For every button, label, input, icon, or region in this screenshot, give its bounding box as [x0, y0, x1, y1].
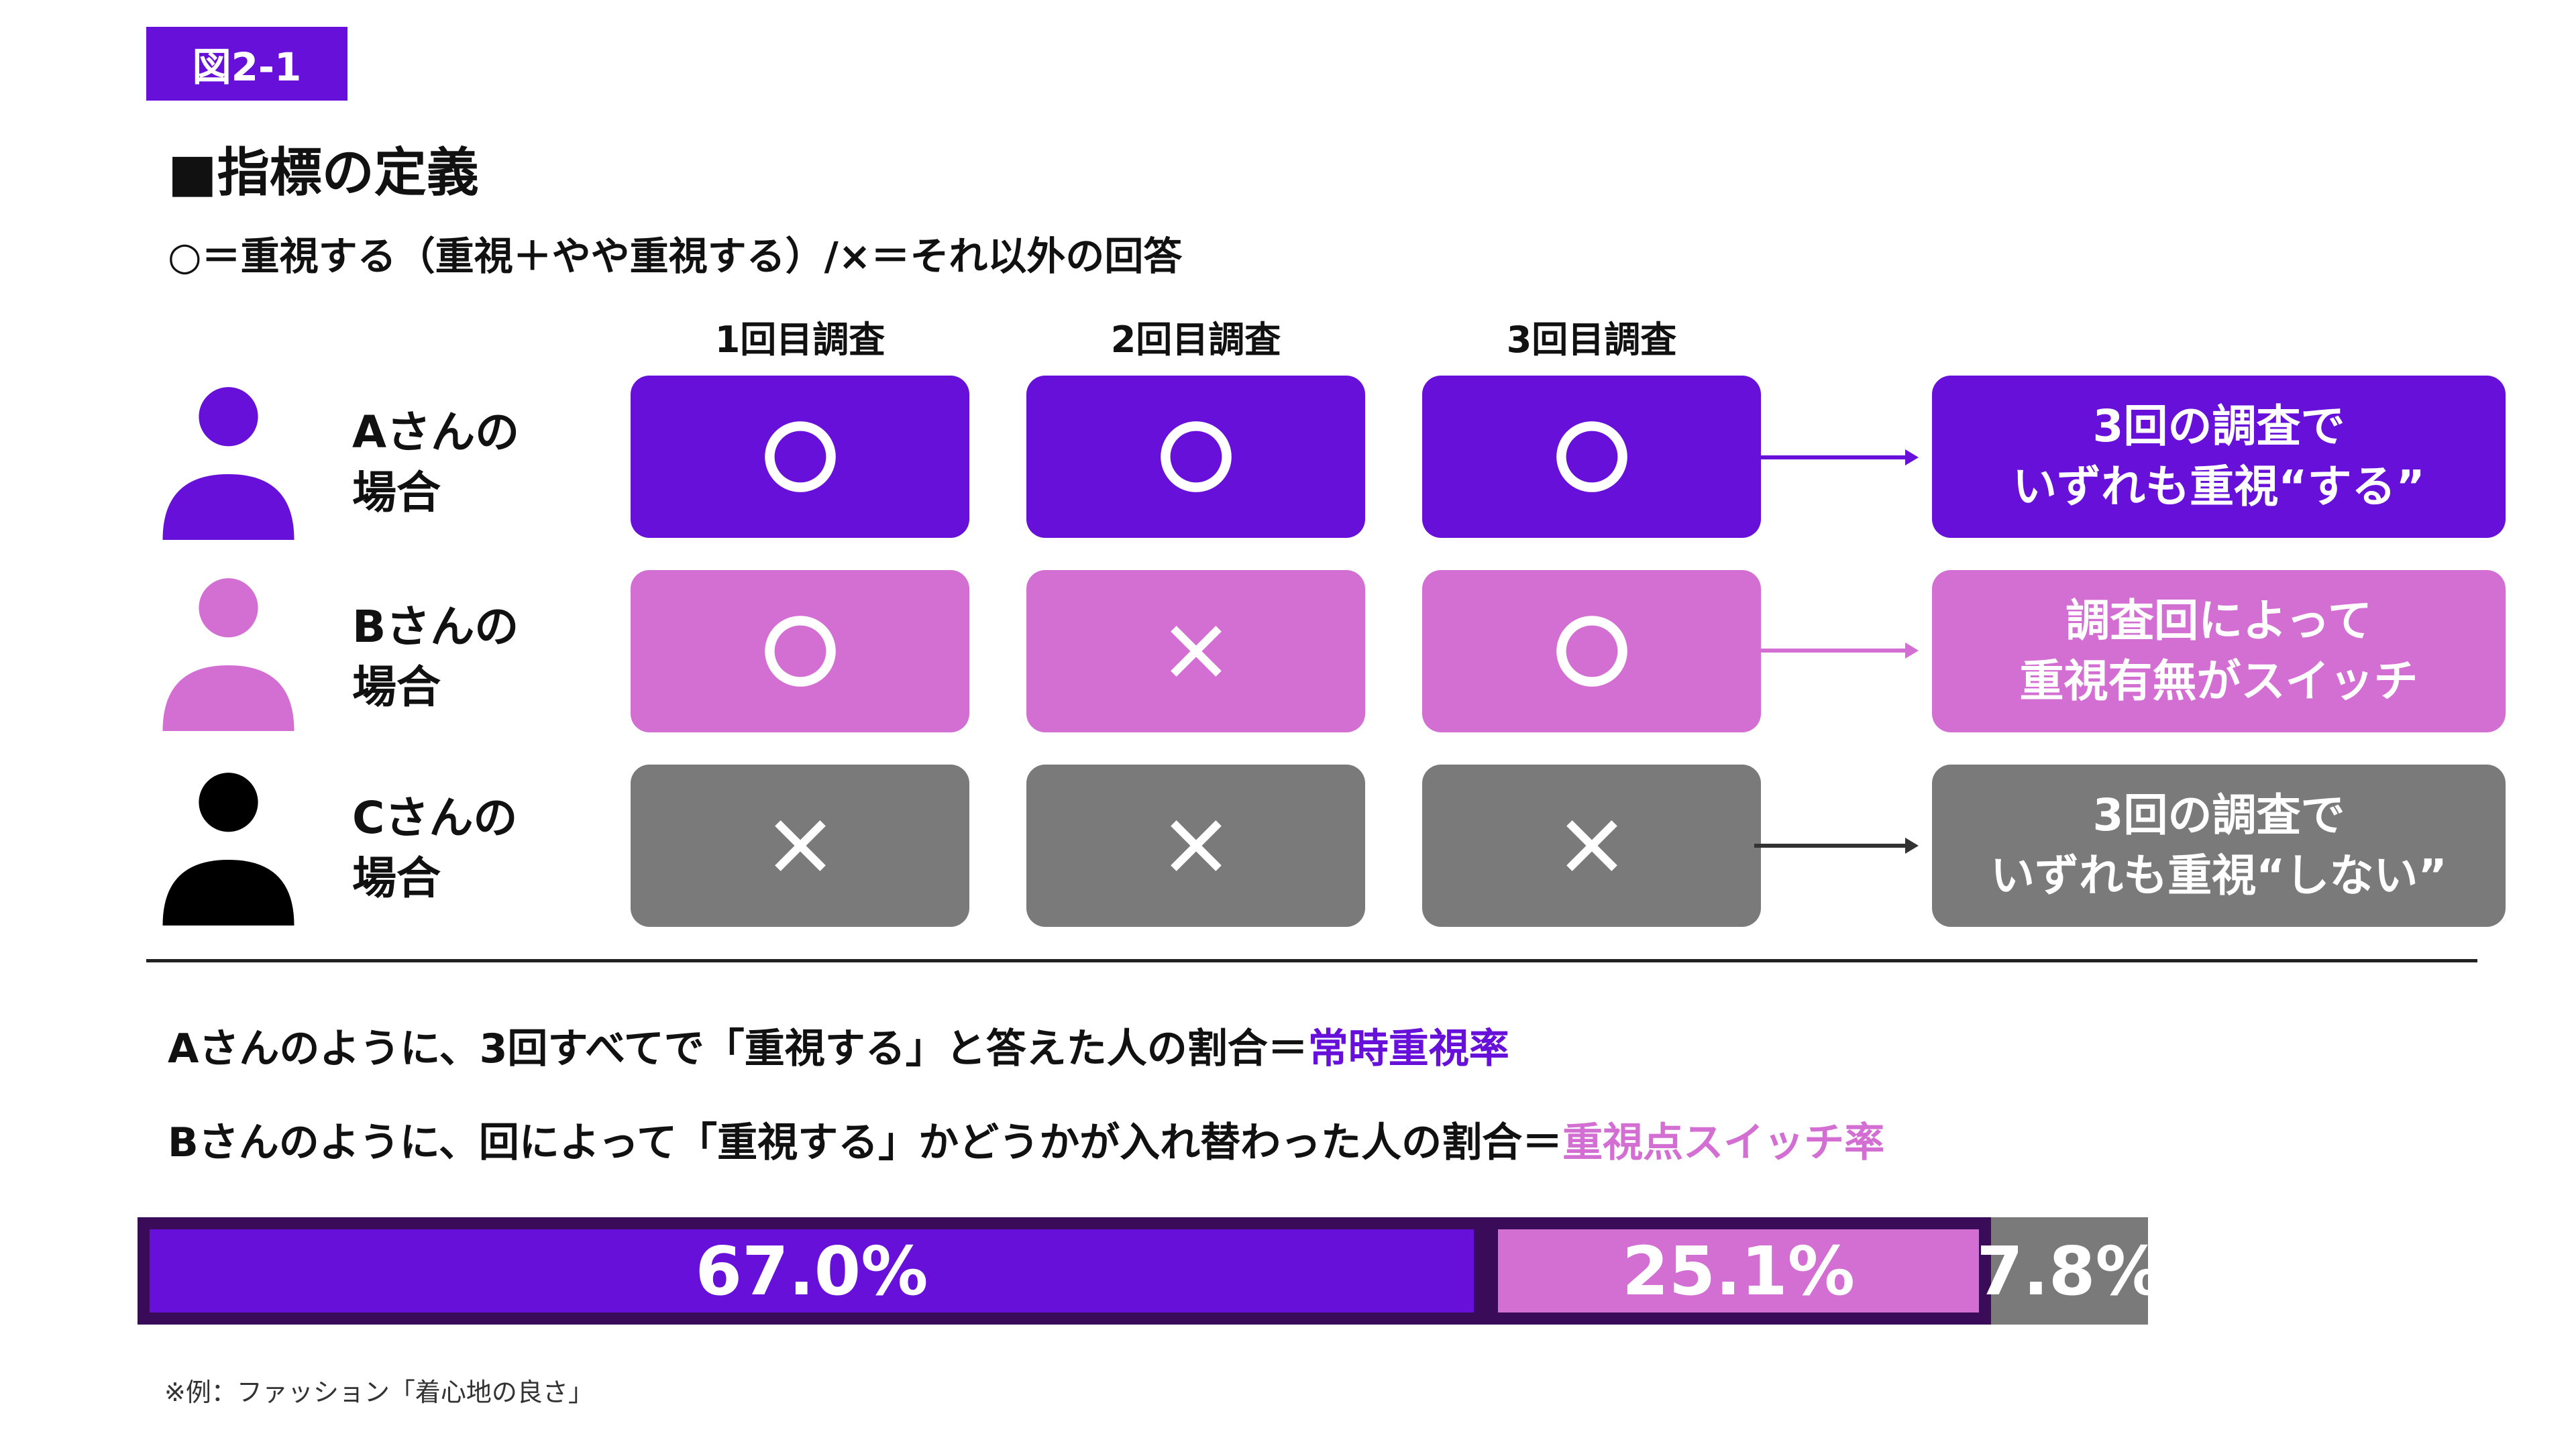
term-constant-importance-rate: 常時重視率 — [1307, 1025, 1509, 1072]
row-b-survey-1-cell — [631, 570, 969, 732]
circle-mark-icon — [1556, 616, 1627, 687]
row-c-survey-3-cell — [1422, 765, 1761, 927]
term-switch-rate: 重視点スイッチ率 — [1562, 1119, 1885, 1166]
row-c-result: 3回の調査で いずれも重視“しない” — [1932, 765, 2506, 927]
diagram-heading: ■指標の定義 — [168, 143, 479, 203]
bar-segment-3: 7.8% — [1976, 1217, 2163, 1325]
person-b-icon — [162, 578, 294, 731]
definition-a: Aさんのように、3回すべてで「重視する」と答えた人の割合＝常時重視率 — [168, 1025, 1509, 1072]
cross-mark-icon — [1170, 626, 1222, 677]
figure-tag: 図2-1 — [146, 27, 347, 101]
row-a-arrow-icon — [1754, 449, 1919, 465]
footnote: ※例：ファッション「着心地の良さ」 — [164, 1378, 594, 1407]
row-b-survey-2-cell — [1026, 570, 1365, 732]
circle-mark-icon — [1556, 421, 1627, 492]
bar-segment-1: 67.0% — [138, 1217, 1486, 1325]
row-a-result: 3回の調査で いずれも重視“する” — [1932, 376, 2506, 538]
cross-mark-icon — [774, 820, 826, 871]
row-label-a: Aさんの 場合 — [352, 406, 520, 518]
person-c-icon — [162, 773, 294, 926]
circle-mark-icon — [1160, 421, 1232, 492]
stacked-bar: 67.0% 25.1% 7.8% — [138, 1217, 2163, 1325]
legend-text: ○＝重視する（重視＋やや重視する）/×＝それ以外の回答 — [168, 233, 1183, 279]
definition-b: Bさんのように、回によって「重視する」かどうかが入れ替わった人の割合＝重視点スイ… — [168, 1119, 1885, 1166]
row-c-arrow-icon — [1754, 838, 1919, 854]
circle-mark-icon — [764, 421, 836, 492]
row-label-c: Cさんの 場合 — [352, 792, 518, 904]
row-a-survey-1-cell — [631, 376, 969, 538]
column-heading-3: 3回目調査 — [1506, 319, 1677, 361]
row-label-b: Bさんの 場合 — [352, 601, 519, 713]
row-a-survey-3-cell — [1422, 376, 1761, 538]
bar-segment-2: 25.1% — [1486, 1217, 1991, 1325]
row-b-result: 調査回によって 重視有無がスイッチ — [1932, 570, 2506, 732]
circle-mark-icon — [764, 616, 836, 687]
row-b-survey-3-cell — [1422, 570, 1761, 732]
column-heading-1: 1回目調査 — [714, 319, 885, 361]
row-a-survey-2-cell — [1026, 376, 1365, 538]
row-c-survey-2-cell — [1026, 765, 1365, 927]
person-a-icon — [162, 387, 294, 540]
row-b-arrow-icon — [1754, 642, 1919, 659]
cross-mark-icon — [1566, 820, 1617, 871]
column-heading-2: 2回目調査 — [1110, 319, 1281, 361]
row-c-survey-1-cell — [631, 765, 969, 927]
cross-mark-icon — [1170, 820, 1222, 871]
divider — [146, 959, 2477, 962]
